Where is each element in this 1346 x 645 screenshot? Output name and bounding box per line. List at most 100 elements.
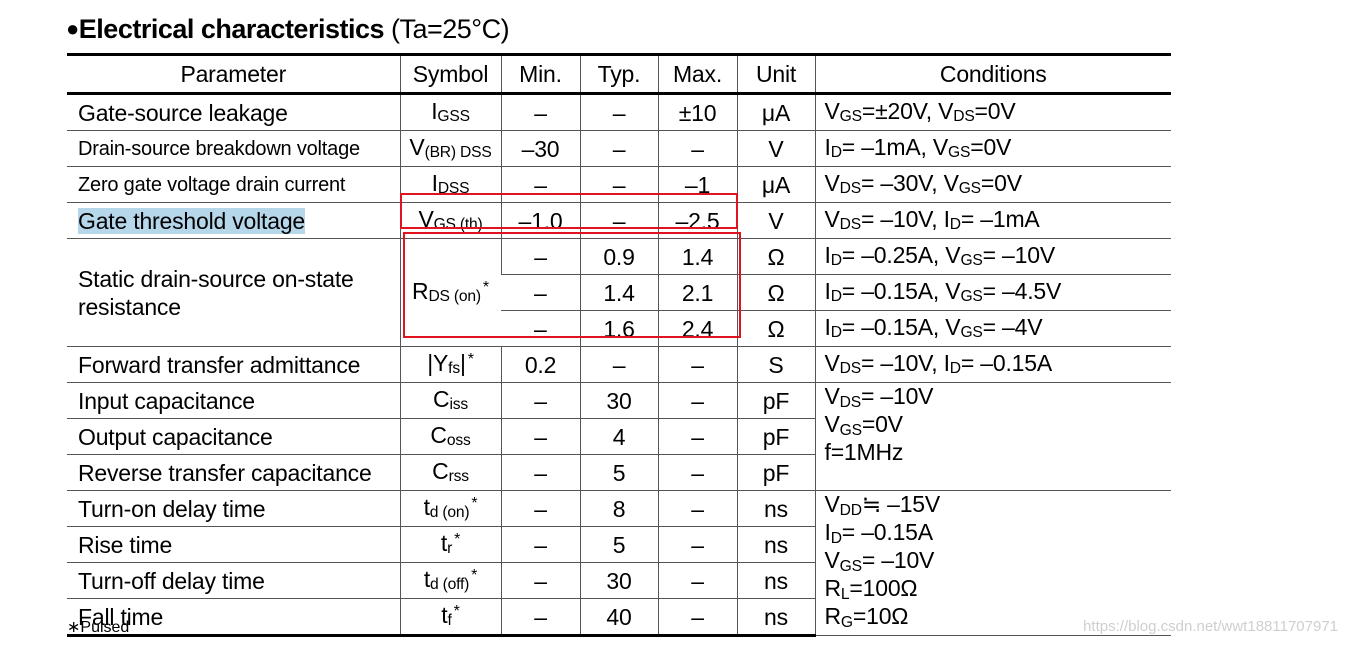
max-cell: –1 <box>657 166 737 203</box>
typ-cell: 0.9 <box>579 238 658 275</box>
unit-cell: μA <box>736 93 815 131</box>
table-row: Gate-source leakage IGSS – – ±10 μA VGS=… <box>67 93 1171 131</box>
symbol-cell: td (on)* <box>399 490 501 527</box>
min-cell: – <box>501 274 580 311</box>
header-unit: Unit <box>736 53 815 95</box>
table-row: – 1.6 2.4 Ω ID= –0.15A, VGS= –4V <box>67 310 1171 347</box>
table-row: Zero gate voltage drain current IDSS – –… <box>67 166 1171 203</box>
unit-cell: V <box>736 130 815 167</box>
table-row: – 1.4 2.1 Ω ID= –0.15A, VGS= –4.5V <box>67 274 1171 311</box>
max-cell: – <box>657 418 737 455</box>
table-row: Fall time tf* – 40 – ns <box>67 598 1171 637</box>
header-typ: Typ. <box>579 53 658 95</box>
typ-cell: 30 <box>579 562 658 599</box>
max-cell: – <box>657 382 737 419</box>
min-cell: –30 <box>500 130 580 167</box>
param-cell: Turn-on delay time <box>67 490 400 527</box>
unit-cell: ns <box>736 526 815 563</box>
table-row: Turn-on delay time td (on)* – 8 – ns VDD… <box>67 490 1171 636</box>
conditions-cell: VDS= –10V, ID= –1mA <box>814 202 1171 239</box>
param-cell: Fall time <box>67 598 400 637</box>
param-cell: Output capacitance <box>67 418 400 455</box>
param-cell: Input capacitance <box>67 382 400 419</box>
max-cell: – <box>657 598 737 637</box>
symbol-cell: tr* <box>399 526 501 563</box>
param-cell: Gate threshold voltage <box>67 202 400 239</box>
max-cell: 2.4 <box>657 310 737 347</box>
table-row: Static drain-source on-state resistance … <box>67 238 1171 347</box>
typ-cell: – <box>579 166 658 203</box>
min-cell: – <box>500 93 580 131</box>
min-cell: 0.2 <box>500 346 580 383</box>
typ-cell: 1.4 <box>579 274 658 311</box>
header-conditions: Conditions <box>814 53 1171 95</box>
typ-cell: 4 <box>579 418 658 455</box>
typ-cell: 40 <box>579 598 658 637</box>
conditions-cell: VGS=±20V, VDS=0V <box>814 93 1171 131</box>
symbol-cell: V(BR) DSS <box>399 130 501 167</box>
electrical-characteristics-table: Parameter Symbol Min. Typ. Max. Unit Con… <box>67 53 1171 637</box>
condition-line: VDD≒ –15V <box>824 491 941 519</box>
symbol-cell: IGSS <box>399 93 501 131</box>
unit-cell: V <box>736 202 815 239</box>
typ-cell: – <box>579 346 658 383</box>
highlighted-text[interactable]: Gate threshold voltage <box>78 207 306 234</box>
param-cell: Drain-source breakdown voltage <box>67 130 400 167</box>
param-cell: Rise time <box>67 526 400 563</box>
param-cell: Zero gate voltage drain current <box>67 166 400 203</box>
table-row: Turn-off delay time td (off)* – 30 – ns <box>67 562 1171 599</box>
table-row: Forward transfer admittance |Yfs| * 0.2 –… <box>67 346 1171 383</box>
unit-cell: ns <box>736 598 815 637</box>
min-cell: –1.0 <box>500 202 580 239</box>
symbol-cell: Crss <box>399 454 501 491</box>
condition-line: VGS= –10V <box>824 547 935 575</box>
max-cell: 2.1 <box>657 274 737 311</box>
unit-cell: S <box>736 346 815 383</box>
unit-cell: Ω <box>736 238 815 275</box>
typ-cell: 5 <box>579 526 658 563</box>
max-cell: – <box>657 526 737 563</box>
param-cell: Forward transfer admittance <box>67 346 400 383</box>
footnote: ∗Pulsed <box>67 619 130 636</box>
conditions-cell: VDS= –10V, ID= –0.15A <box>814 346 1171 383</box>
max-cell: –2.5 <box>657 202 737 239</box>
param-cell: Reverse transfer capacitance <box>67 454 400 491</box>
max-cell: ±10 <box>657 93 737 131</box>
header-max: Max. <box>657 53 737 95</box>
min-cell: – <box>500 418 580 455</box>
conditions-cell: ID= –1mA, VGS=0V <box>814 130 1171 167</box>
condition-line: VDS= –10V <box>824 383 934 411</box>
typ-cell: 5 <box>579 454 658 491</box>
section-title: ●Electrical characteristics (Ta=25°C) <box>66 12 510 46</box>
unit-cell: pF <box>736 454 815 491</box>
condition-line: VGS=0V <box>824 411 904 439</box>
symbol-cell: Ciss <box>399 382 501 419</box>
min-cell: – <box>500 454 580 491</box>
min-cell: – <box>500 382 580 419</box>
section-title-condition: (Ta=25°C) <box>384 14 510 44</box>
symbol-cell: td (off)* <box>399 562 501 599</box>
header-parameter: Parameter <box>67 53 400 95</box>
min-cell: – <box>500 526 580 563</box>
unit-cell: Ω <box>736 310 815 347</box>
param-cell: Turn-off delay time <box>67 562 400 599</box>
typ-cell: – <box>579 93 658 131</box>
symbol-cell: RDS (on)* <box>399 238 501 347</box>
conditions-cell: ID= –0.15A, VGS= –4V <box>814 310 1171 347</box>
table-row: Gate threshold voltage VGS (th) –1.0 – –… <box>67 202 1171 239</box>
bullet-icon: ● <box>66 16 79 41</box>
header-row: Parameter Symbol Min. Typ. Max. Unit Con… <box>67 53 1171 95</box>
min-cell: – <box>501 310 580 347</box>
condition-line: f=1MHz <box>824 439 904 465</box>
unit-cell: pF <box>736 382 815 419</box>
typ-cell: 30 <box>579 382 658 419</box>
max-cell: – <box>657 490 737 527</box>
max-cell: 1.4 <box>657 238 737 275</box>
min-cell: – <box>500 598 580 637</box>
min-cell: – <box>500 490 580 527</box>
typ-cell: – <box>579 130 658 167</box>
max-cell: – <box>657 130 737 167</box>
max-cell: – <box>657 454 737 491</box>
table-row: Input capacitance Ciss – 30 – pF VDS= –1… <box>67 382 1171 491</box>
min-cell: – <box>500 166 580 203</box>
